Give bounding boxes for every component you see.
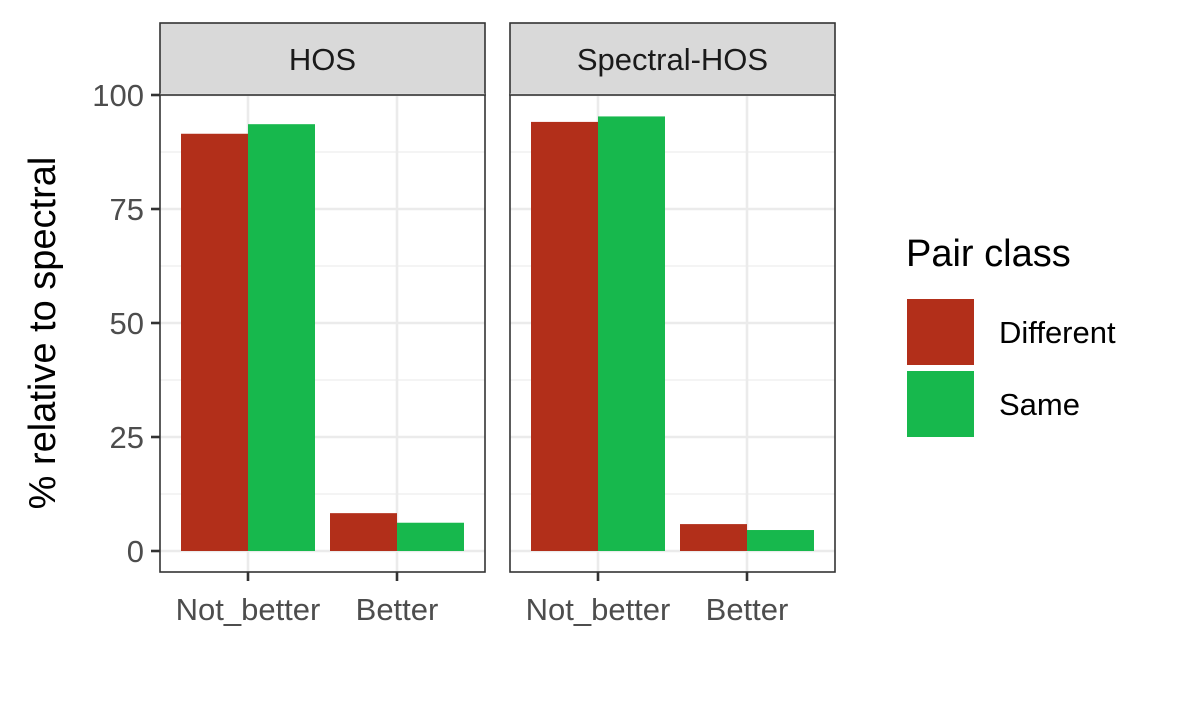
facet-strip <box>509 22 836 96</box>
bar-same-not_better <box>248 124 315 552</box>
y-tick-label: 25 <box>110 420 144 455</box>
facet-strip-label: Spectral-HOS <box>577 42 768 77</box>
bar-same-better <box>747 530 814 551</box>
y-tick-label: 75 <box>110 192 144 227</box>
facet-strip-label: HOS <box>289 42 356 77</box>
panels-layer: HOS Not_better Better 0 25 50 75 100 Spectral-HO… <box>92 22 836 627</box>
bar-different-not_better <box>531 121 598 552</box>
y-tick-label: 0 <box>127 534 144 569</box>
x-tick-label: Not_better <box>176 592 321 627</box>
y-tick-label: 100 <box>92 78 144 113</box>
x-tick-label: Not_better <box>526 592 671 627</box>
bar-same-not_better <box>598 116 665 551</box>
legend-label-different: Different <box>999 315 1116 350</box>
bar-same-better <box>397 522 464 551</box>
panel-border <box>159 94 486 573</box>
facet-panel-0: HOS Not_better Better 0 25 50 75 100 <box>92 22 486 627</box>
legend-key-different <box>907 299 974 365</box>
legend-title: Pair class <box>906 233 1071 275</box>
legend: Pair class Different Same <box>906 233 1116 437</box>
x-tick-label: Better <box>356 592 439 627</box>
facet-strip <box>159 22 486 96</box>
bar-different-better <box>330 513 397 551</box>
bar-different-not_better <box>181 133 248 551</box>
y-tick-label: 50 <box>110 306 144 341</box>
facet-panel-1: Spectral-HOS Not_better Better <box>509 22 836 627</box>
panel-border <box>509 94 836 573</box>
y-axis-title: % relative to spectral <box>22 157 64 510</box>
legend-label-same: Same <box>999 387 1080 422</box>
bar-different-better <box>680 524 747 551</box>
x-tick-label: Better <box>706 592 789 627</box>
legend-key-same <box>907 371 974 437</box>
